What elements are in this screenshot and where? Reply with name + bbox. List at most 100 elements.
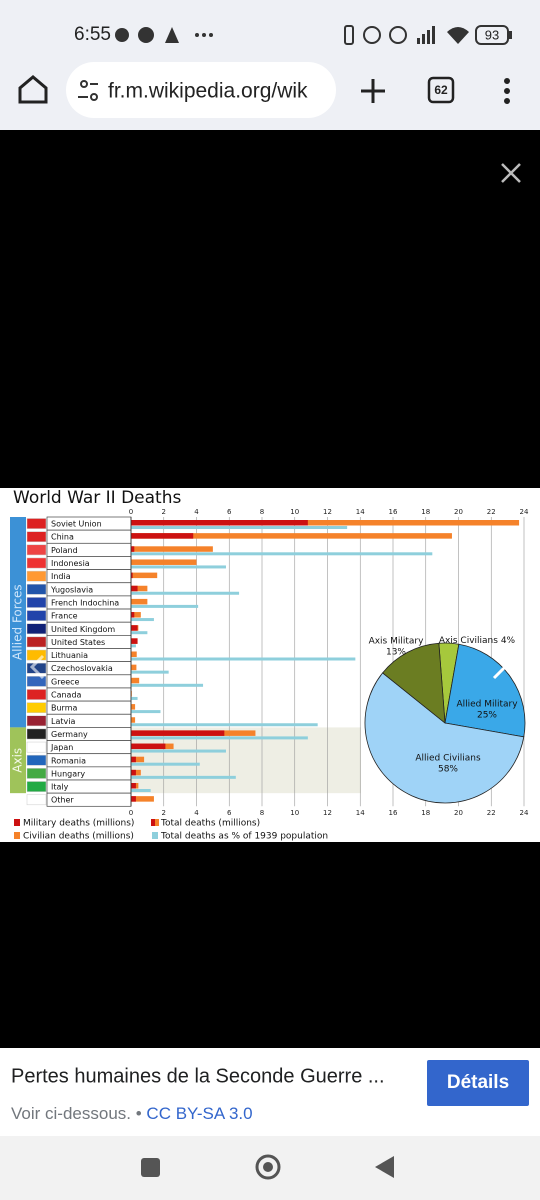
category-label: Czechoslovakia — [51, 664, 113, 673]
category-label: Yugoslavia — [50, 585, 93, 594]
bar — [131, 690, 132, 697]
percent-bar — [131, 762, 200, 766]
license-link[interactable]: CC BY-SA 3.0 — [146, 1104, 252, 1123]
flag — [26, 728, 47, 740]
x-tick-label-bottom: 4 — [194, 809, 199, 817]
category-label: French Indochina — [51, 598, 119, 607]
x-tick-label-bottom: 0 — [129, 809, 133, 817]
bar — [131, 743, 166, 750]
new-tab-button[interactable] — [361, 79, 385, 103]
percent-bar — [131, 565, 226, 569]
menu-button[interactable] — [504, 78, 510, 104]
x-tick-label-top: 6 — [227, 508, 232, 516]
percent-bar — [131, 631, 148, 635]
recents-button[interactable] — [141, 1158, 160, 1177]
bar — [131, 783, 136, 789]
x-tick-label-top: 4 — [194, 508, 199, 516]
separator: • — [136, 1104, 142, 1123]
percent-bar — [131, 657, 356, 661]
category-label: United States — [51, 638, 105, 647]
bar — [131, 638, 138, 644]
bar — [131, 533, 452, 539]
group-label: Allied Forces — [11, 584, 25, 660]
tab-switcher[interactable] — [427, 76, 455, 104]
bar — [131, 520, 308, 526]
category-label: France — [51, 612, 78, 621]
flag — [26, 768, 47, 779]
bar — [131, 546, 213, 552]
x-tick-label-bottom: 18 — [421, 809, 430, 817]
flag — [26, 531, 47, 543]
bar — [131, 585, 138, 592]
caption-subtitle: Voir ci-dessous. • CC BY-SA 3.0 — [11, 1104, 253, 1123]
flag — [26, 741, 47, 753]
pie-category: Allied Civilians — [415, 754, 481, 764]
flag — [26, 754, 47, 766]
x-tick-label-bottom: 10 — [290, 809, 299, 817]
x-tick-label-top: 16 — [389, 508, 398, 516]
tab-count: 62 — [434, 83, 448, 97]
close-button[interactable] — [501, 163, 521, 183]
url-text: fr.m.wikipedia.org/wik — [108, 80, 308, 103]
flag — [26, 689, 47, 700]
subtitle: Voir ci-dessous. — [11, 1104, 131, 1123]
flag — [26, 610, 47, 621]
category-label: Soviet Union — [51, 520, 102, 529]
category-label: Latvia — [51, 717, 75, 726]
percent-bar — [131, 723, 318, 727]
home-nav[interactable] — [255, 1154, 281, 1180]
category-label: Romania — [51, 756, 86, 765]
flag — [26, 518, 47, 529]
legend-swatch — [155, 819, 159, 826]
legend-swatch — [152, 832, 158, 839]
x-tick-label-bottom: 20 — [454, 809, 463, 817]
pie-category: Axis Military — [369, 637, 425, 647]
home-nav-dot — [263, 1162, 273, 1172]
site-settings-icon[interactable] — [78, 80, 98, 101]
category-label: Lithuania — [51, 651, 88, 660]
url-bar[interactable] — [66, 62, 336, 118]
x-tick-label-bottom: 12 — [323, 809, 332, 817]
category-label: Hungary — [51, 769, 85, 778]
bar — [131, 612, 141, 618]
group-band — [10, 727, 26, 794]
legend-label: Total deaths (millions) — [160, 819, 260, 829]
percent-bar — [131, 644, 136, 648]
flag — [26, 649, 47, 661]
x-tick-label-top: 18 — [421, 508, 430, 516]
group-band — [10, 517, 26, 728]
percent-bar — [131, 591, 240, 595]
percent-bar — [131, 683, 204, 687]
pie-value-label: 4% — [501, 636, 516, 646]
flag — [26, 636, 47, 648]
chart-title: World War II Deaths — [13, 488, 181, 508]
bar — [131, 651, 137, 657]
bar — [131, 572, 133, 579]
flag — [26, 557, 47, 569]
bar — [131, 598, 148, 605]
next-button[interactable] — [492, 654, 508, 680]
percent-bar — [131, 552, 433, 556]
category-label: Germany — [51, 730, 88, 739]
bar — [131, 756, 145, 763]
details-button[interactable] — [427, 1060, 529, 1106]
percent-bar — [131, 749, 226, 753]
percent-bar — [131, 736, 308, 740]
bar — [131, 796, 154, 802]
category-label: Greece — [51, 677, 80, 686]
pie-slice — [364, 672, 525, 804]
previous-button[interactable] — [29, 654, 45, 680]
x-tick-label-bottom: 22 — [487, 809, 496, 817]
category-label: Poland — [51, 546, 78, 555]
home-button[interactable] — [18, 75, 48, 104]
x-tick-label-top: 8 — [260, 508, 264, 516]
pie-category: Allied Military — [456, 700, 518, 710]
category-label: Other — [51, 796, 74, 805]
x-tick-label-top: 2 — [162, 508, 166, 516]
category-label: United Kingdom — [51, 625, 115, 634]
flag — [26, 584, 47, 595]
back-button[interactable] — [375, 1156, 394, 1178]
x-tick-label-top: 20 — [454, 508, 463, 516]
flag — [26, 623, 47, 635]
bar — [131, 533, 194, 539]
